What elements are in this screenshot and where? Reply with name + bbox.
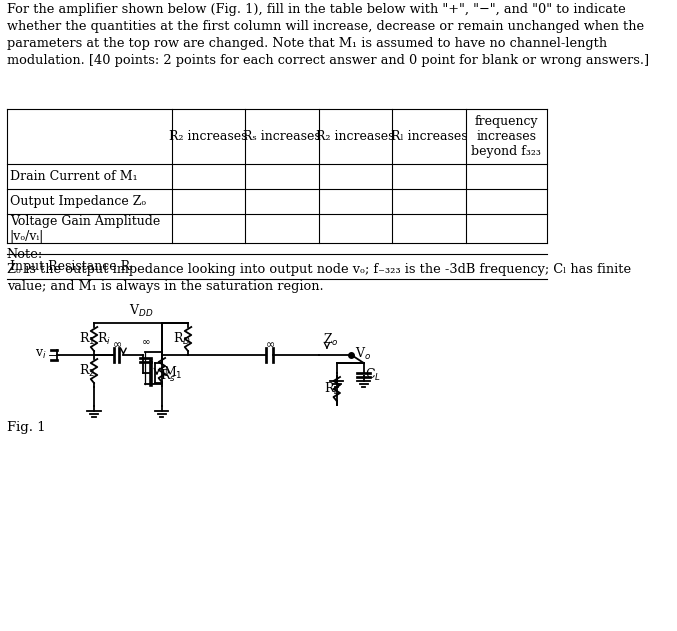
- Text: R$_s$: R$_s$: [160, 368, 176, 384]
- Text: R$_2$: R$_2$: [79, 363, 95, 379]
- Text: R$_D$: R$_D$: [173, 331, 191, 347]
- Text: Z$_o$: Z$_o$: [323, 332, 338, 348]
- Text: Voltage Gain Amplitude
|vₒ/vᵢ|: Voltage Gain Amplitude |vₒ/vᵢ|: [9, 215, 160, 243]
- Text: R₂ increases: R₂ increases: [316, 130, 395, 143]
- Text: frequency
increases
beyond f₃₂₃: frequency increases beyond f₃₂₃: [471, 115, 542, 158]
- Text: v$_i$: v$_i$: [35, 348, 47, 360]
- Text: Output Impedance Zₒ: Output Impedance Zₒ: [9, 195, 146, 208]
- Text: M$_1$: M$_1$: [163, 365, 183, 381]
- Text: $\infty$: $\infty$: [112, 339, 122, 349]
- Text: Drain Current of M₁: Drain Current of M₁: [9, 170, 137, 183]
- Text: Note:: Note:: [7, 248, 43, 261]
- Text: C$_L$: C$_L$: [366, 367, 381, 383]
- Text: Fig. 1: Fig. 1: [7, 421, 45, 434]
- Text: $\infty$: $\infty$: [265, 339, 275, 349]
- Text: Rₗ increases: Rₗ increases: [391, 130, 467, 143]
- Text: R$_i$: R$_i$: [97, 331, 111, 347]
- Text: R₂ increases: R₂ increases: [169, 130, 248, 143]
- Text: R$_L$: R$_L$: [324, 381, 340, 397]
- Text: R$_1$: R$_1$: [79, 331, 95, 347]
- Text: Zₒ is the output impedance looking into output node vₒ; f₋₃₂₃ is the -3dB freque: Zₒ is the output impedance looking into …: [7, 263, 631, 293]
- Text: For the amplifier shown below (Fig. 1), fill in the table below with "+", "−", a: For the amplifier shown below (Fig. 1), …: [7, 3, 649, 67]
- Text: V$_o$: V$_o$: [355, 346, 371, 362]
- Text: Input Resistance Rᵢ: Input Resistance Rᵢ: [9, 260, 133, 273]
- Text: $\infty$: $\infty$: [141, 337, 150, 346]
- Text: V$_{DD}$: V$_{DD}$: [129, 303, 153, 319]
- Text: Rₛ increases: Rₛ increases: [243, 130, 321, 143]
